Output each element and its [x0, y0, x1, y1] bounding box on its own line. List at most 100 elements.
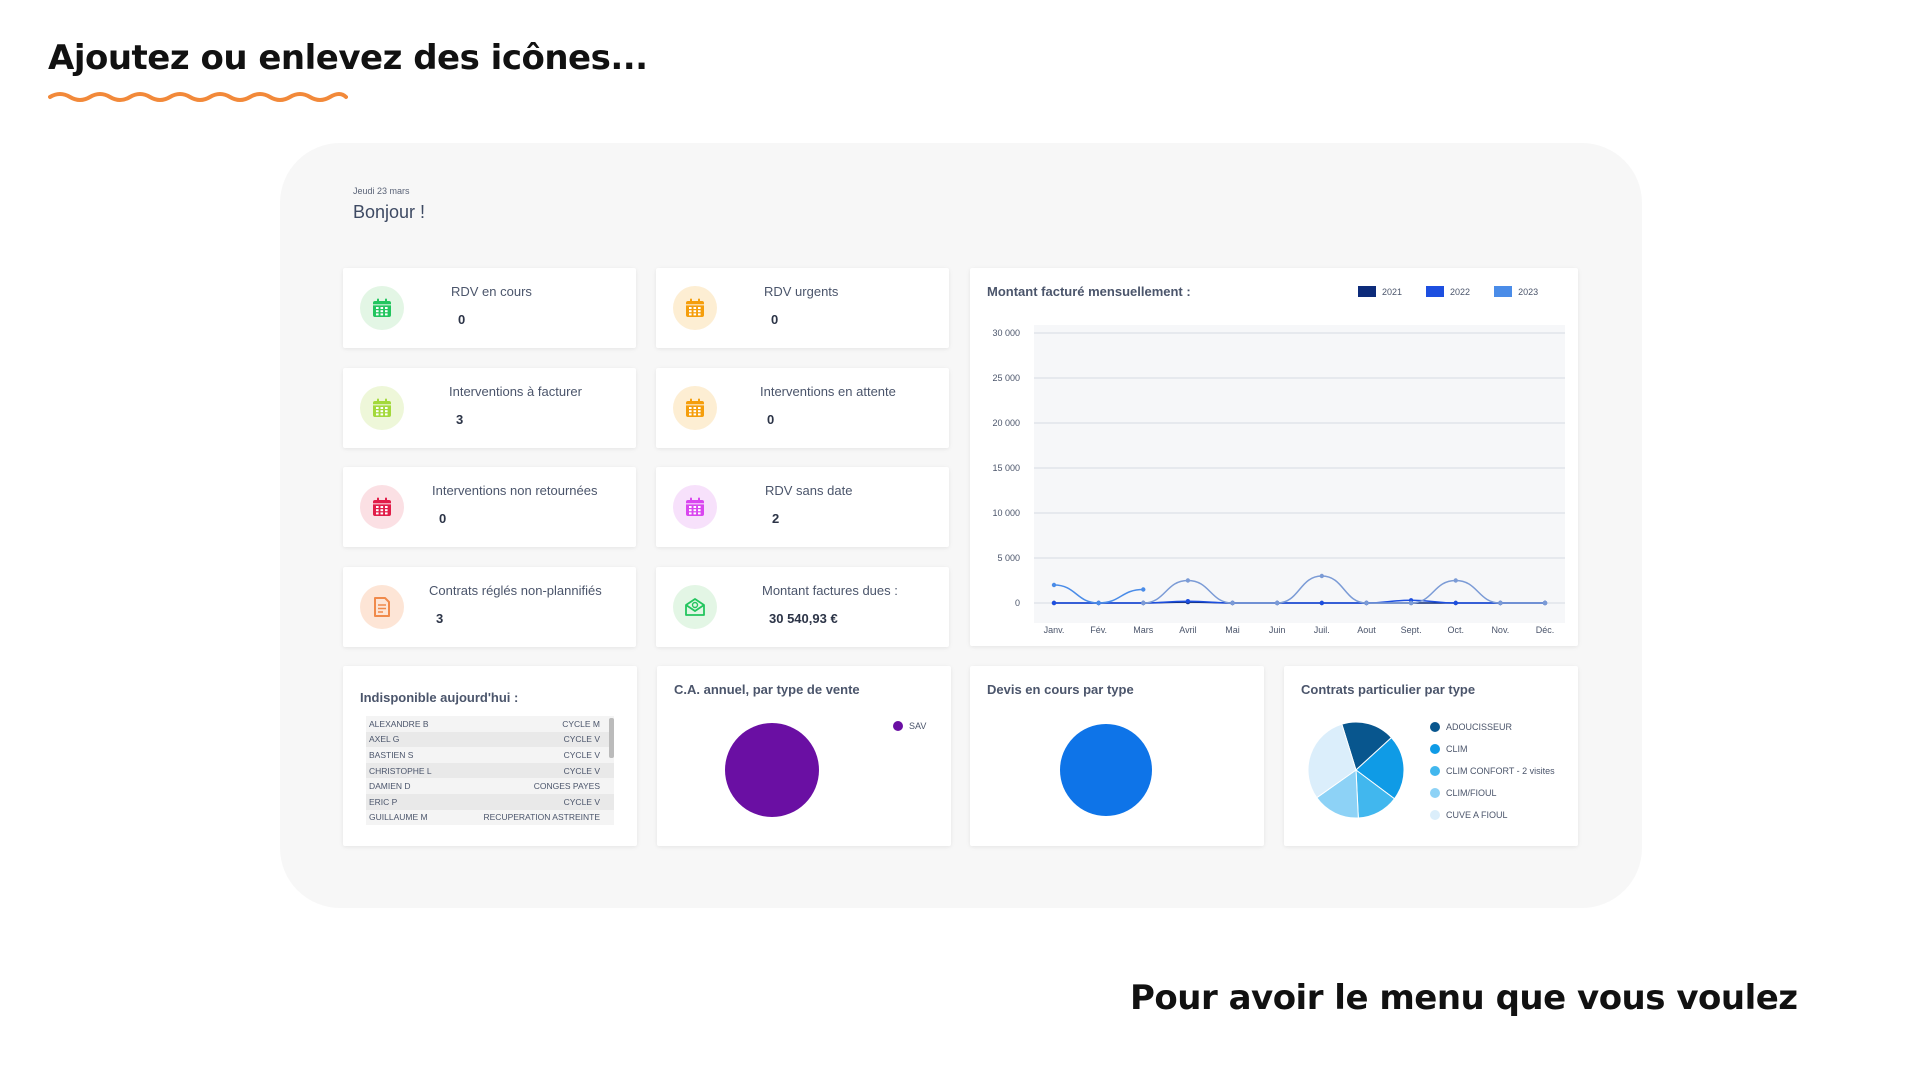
data-point[interactable] — [1274, 600, 1280, 606]
data-point[interactable] — [1051, 582, 1057, 588]
pie-slice[interactable] — [1355, 736, 1405, 800]
legend-label-2023[interactable]: 2023 — [1518, 286, 1539, 297]
legend-sav[interactable]: SAV — [893, 715, 926, 737]
list-item[interactable]: AXEL G CYCLE V — [366, 731, 614, 748]
data-point[interactable] — [1141, 600, 1146, 606]
x-tick-label: Mars — [1133, 625, 1153, 635]
list-item[interactable]: BASTIEN S CYCLE V — [366, 747, 614, 763]
data-point[interactable] — [1498, 600, 1503, 606]
current-date: Jeudi 23 mars — [353, 186, 410, 196]
stat-value: 2 — [772, 511, 780, 526]
calendar-icon — [673, 386, 717, 430]
legend-item[interactable]: CLIM CONFORT - 2 visites — [1430, 760, 1555, 782]
stat-label: Interventions à facturer — [449, 384, 582, 399]
contracts-legend: ADOUCISSEUR CLIM CLIM CONFORT - 2 visites C… — [1430, 716, 1555, 826]
employee-name: ALEXANDRE B — [369, 718, 429, 729]
legend-item[interactable]: CLIM — [1430, 738, 1555, 760]
pie-slice[interactable] — [725, 723, 819, 817]
legend-label: CLIM — [1446, 744, 1468, 754]
series-line — [1143, 575, 1545, 604]
data-point[interactable] — [1542, 600, 1548, 606]
stat-label: RDV sans date — [765, 483, 853, 498]
list-item[interactable]: CHRISTOPHE L CYCLE V — [366, 762, 614, 779]
x-tick-label: Avril — [1179, 625, 1196, 635]
legend-label: ADOUCISSEUR — [1446, 722, 1513, 732]
x-tick-label: Mai — [1225, 625, 1240, 635]
x-tick-label: Sept. — [1401, 625, 1422, 635]
document-icon — [360, 585, 404, 629]
stat-card[interactable]: Contrats réglés non-plannifiés 3 — [343, 567, 636, 647]
y-tick-label: 25 000 — [992, 373, 1020, 383]
data-point[interactable] — [1319, 573, 1325, 579]
stat-card[interactable]: RDV urgents 0 — [656, 268, 949, 348]
x-tick-label: Oct. — [1447, 625, 1464, 635]
stat-card[interactable]: Interventions à facturer 3 — [343, 368, 636, 448]
stat-card[interactable]: RDV en cours 0 — [343, 268, 636, 348]
data-point[interactable] — [1185, 599, 1191, 604]
unavailable-list[interactable]: ALEXANDRE B CYCLE M AXEL G CYCLE V BASTIEN S… — [366, 716, 614, 826]
legend-item[interactable]: CUVE A FIOUL — [1430, 804, 1555, 826]
stat-value: 30 540,93 € — [769, 611, 838, 626]
legend-swatch-2023 — [1494, 286, 1513, 297]
envelope-money-icon — [673, 585, 717, 629]
pie-slice[interactable] — [1316, 769, 1359, 819]
stat-card[interactable]: RDV sans date 2 — [656, 467, 949, 547]
squiggle-underline — [48, 92, 348, 102]
calendar-icon — [360, 485, 404, 529]
employee-name: AXEL G — [369, 734, 400, 745]
x-tick-label: Juin — [1269, 625, 1286, 635]
list-item[interactable]: ERIC P CYCLE V — [366, 793, 614, 810]
data-point[interactable] — [1453, 578, 1458, 583]
pie-slice[interactable] — [1307, 723, 1357, 799]
x-tick-label: Janv. — [1044, 625, 1065, 635]
data-point[interactable] — [1408, 600, 1414, 606]
x-tick-label: Fév. — [1090, 625, 1107, 635]
pie-slice[interactable] — [1341, 721, 1393, 771]
legend-item[interactable]: ADOUCISSEUR — [1430, 716, 1555, 738]
x-tick-label: Déc. — [1536, 625, 1555, 635]
calendar-icon — [360, 286, 404, 330]
data-point[interactable] — [1453, 600, 1458, 606]
stat-card[interactable]: Interventions en attente 0 — [656, 368, 949, 448]
x-tick-label: Juil. — [1314, 625, 1330, 635]
absence-reason: CYCLE V — [563, 749, 600, 760]
stat-label: Montant factures dues : — [762, 583, 898, 598]
contracts-title: Contrats particulier par type — [1301, 682, 1476, 697]
data-point[interactable] — [1141, 587, 1146, 592]
y-tick-label: 20 000 — [992, 418, 1020, 428]
data-point[interactable] — [1230, 600, 1235, 606]
employee-name: CHRISTOPHE L — [369, 765, 432, 776]
stat-value: 0 — [767, 412, 775, 427]
legend-swatch-2022 — [1426, 286, 1445, 297]
legend-dot — [1430, 788, 1440, 798]
absence-reason: CYCLE V — [563, 734, 600, 745]
data-point[interactable] — [1096, 600, 1101, 606]
list-item[interactable]: DAMIEN D CONGES PAYES — [366, 778, 614, 794]
legend-dot — [1430, 810, 1440, 820]
data-point[interactable] — [1185, 578, 1191, 583]
pie-slice[interactable] — [1060, 724, 1152, 816]
stat-label: Interventions en attente — [760, 384, 896, 399]
legend-label-2022[interactable]: 2022 — [1450, 286, 1471, 297]
legend-dot-sav — [893, 721, 903, 731]
legend-dot — [1430, 766, 1440, 776]
data-point[interactable] — [1051, 600, 1057, 606]
annual-revenue-pie — [725, 723, 819, 817]
data-point[interactable] — [1364, 600, 1369, 606]
annual-revenue-title: C.A. annuel, par type de vente — [674, 682, 860, 697]
list-scrollbar[interactable] — [609, 718, 614, 758]
quotes-pie — [1060, 724, 1152, 816]
legend-label-2021[interactable]: 2021 — [1382, 286, 1403, 297]
data-point[interactable] — [1319, 600, 1325, 606]
calendar-icon — [673, 286, 717, 330]
legend-item[interactable]: CLIM/FIOUL — [1430, 782, 1555, 804]
stat-card[interactable]: Interventions non retournées 0 — [343, 467, 636, 547]
stat-label: Interventions non retournées — [432, 483, 598, 498]
list-item[interactable]: GUILLAUME M RECUPERATION ASTREINTE — [366, 809, 614, 826]
unavailable-today-card: Indisponible aujourd'hui : ALEXANDRE B CY… — [343, 666, 637, 846]
list-item[interactable]: ALEXANDRE B CYCLE M — [366, 716, 614, 732]
stat-card[interactable]: Montant factures dues : 30 540,93 € — [656, 567, 949, 647]
legend-dot — [1430, 744, 1440, 754]
y-tick-label: 5 000 — [997, 553, 1020, 563]
employee-name: ERIC P — [369, 796, 398, 807]
